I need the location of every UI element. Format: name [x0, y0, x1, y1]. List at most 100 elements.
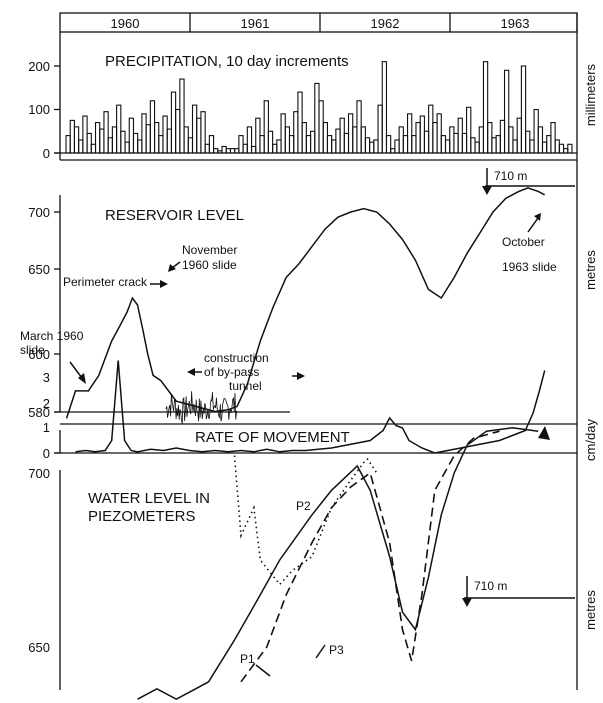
year-label-1963: 1963: [501, 16, 530, 31]
precipitation-bar: [288, 135, 295, 154]
precipitation-bar: [305, 135, 312, 154]
march-arrowhead: [78, 373, 86, 384]
march-slide-label: slide: [20, 343, 45, 357]
precipitation-bar: [297, 91, 303, 154]
precipitation-bar: [360, 126, 366, 154]
precipitation-bar: [453, 132, 459, 154]
reservoir-y-label: metres: [583, 250, 598, 290]
precipitation-bar: [546, 135, 552, 154]
precipitation-bars: [65, 61, 573, 154]
precipitation-bar: [213, 148, 219, 154]
precipitation-bar: [73, 126, 80, 154]
precipitation-bar: [250, 145, 257, 154]
level-710-arrowhead: [482, 186, 492, 195]
precipitation-bar: [352, 126, 358, 154]
precipitation-bar: [310, 130, 316, 154]
precipitation-y-label: millimeters: [583, 63, 598, 126]
precipitation-bar: [145, 124, 151, 154]
precipitation-bar: [520, 65, 527, 154]
precipitation-bar: [343, 132, 350, 154]
piezometer-p1-line: [137, 427, 539, 701]
precipitation-bar: [499, 119, 506, 154]
precipitation-bar: [107, 137, 113, 154]
precipitation-bar: [466, 106, 472, 154]
precipitation-bar: [137, 139, 143, 154]
precipitation-bar: [284, 126, 291, 154]
movement-y-label: cm/day: [583, 419, 598, 461]
reservoir-level-line: [65, 187, 546, 419]
november-label: November: [182, 243, 237, 257]
precipitation-bar: [111, 126, 118, 154]
precipitation-bar: [318, 100, 324, 154]
march-arrow: [69, 361, 83, 379]
precipitation-bar: [162, 115, 168, 154]
october-arrowhead: [534, 213, 541, 221]
precipitation-bar: [78, 139, 84, 154]
reservoir-title: RESERVOIR LEVEL: [105, 207, 244, 224]
precipitation-bar: [558, 143, 565, 154]
construction-arrowhead-right: [297, 372, 305, 380]
level-710-arrowhead-piezo: [462, 598, 472, 607]
precipitation-bar: [90, 143, 97, 154]
precipitation-bar: [436, 113, 442, 154]
precipitation-bar: [449, 126, 455, 154]
precipitation-bar: [478, 126, 485, 154]
precipitation-bar: [525, 130, 531, 154]
piezometer-panel: 700 650 WATER LEVEL IN PIEZOMETERS metre…: [28, 427, 598, 701]
construction-arrowhead-left: [187, 368, 195, 376]
reservoir-panel: 700 650 600 580 RESERVOIR LEVEL metres 7…: [20, 168, 598, 424]
precipitation-bar: [529, 139, 535, 154]
precipitation-bar: [183, 126, 189, 154]
precipitation-bar: [491, 137, 497, 154]
y-tick-label: 2: [43, 396, 50, 411]
precipitation-bar: [259, 135, 265, 154]
p1-leader: [255, 664, 271, 677]
y-tick-label: 600: [28, 347, 50, 362]
piezometer-p2-line: [233, 455, 378, 586]
construction-label-3: tunnel: [229, 379, 262, 393]
precipitation-bar: [537, 126, 544, 154]
precipitation-bar: [221, 145, 227, 154]
precipitation-bar: [99, 128, 105, 154]
piezometer-title-line1: WATER LEVEL IN: [88, 490, 210, 507]
precipitation-bar: [487, 122, 493, 154]
precipitation-bar: [516, 117, 522, 154]
precipitation-bar: [246, 126, 253, 154]
perimeter-arrowhead: [160, 280, 168, 288]
precipitation-bar: [567, 143, 573, 154]
y-tick-label: 100: [28, 102, 50, 117]
precipitation-bar: [347, 113, 354, 154]
march-1960-label: March 1960: [20, 329, 84, 343]
precipitation-bar: [272, 143, 278, 154]
precipitation-bar: [225, 148, 231, 154]
precipitation-bar: [187, 137, 194, 154]
precipitation-bar: [204, 143, 210, 154]
precipitation-bar: [369, 141, 375, 154]
precipitation-bar: [124, 141, 130, 154]
precipitation-bar: [474, 141, 480, 154]
precipitation-bar: [229, 148, 236, 154]
precipitation-bar: [406, 113, 413, 154]
precipitation-bar: [398, 126, 404, 154]
precipitation-bar: [457, 117, 463, 154]
precipitation-bar: [541, 141, 548, 154]
level-710-label-piezo: 710 m: [474, 579, 507, 593]
precipitation-bar: [563, 148, 569, 154]
precipitation-bar: [390, 148, 396, 154]
y-tick-label: 700: [28, 205, 50, 220]
precipitation-bar: [512, 139, 518, 154]
precipitation-bar: [200, 111, 206, 154]
p2-label: P2: [296, 499, 311, 513]
precipitation-bar: [444, 139, 451, 154]
precipitation-bar: [415, 122, 421, 154]
precipitation-bar: [381, 61, 388, 154]
november-arrowhead: [168, 264, 176, 272]
precipitation-bar: [120, 130, 126, 154]
precipitation-bar: [533, 108, 539, 154]
year-header: 1960 1961 1962 1963: [59, 12, 578, 33]
p3-leader: [315, 644, 326, 659]
precipitation-bar: [482, 61, 489, 154]
precipitation-bar: [238, 135, 244, 154]
october-arrow: [527, 217, 539, 233]
